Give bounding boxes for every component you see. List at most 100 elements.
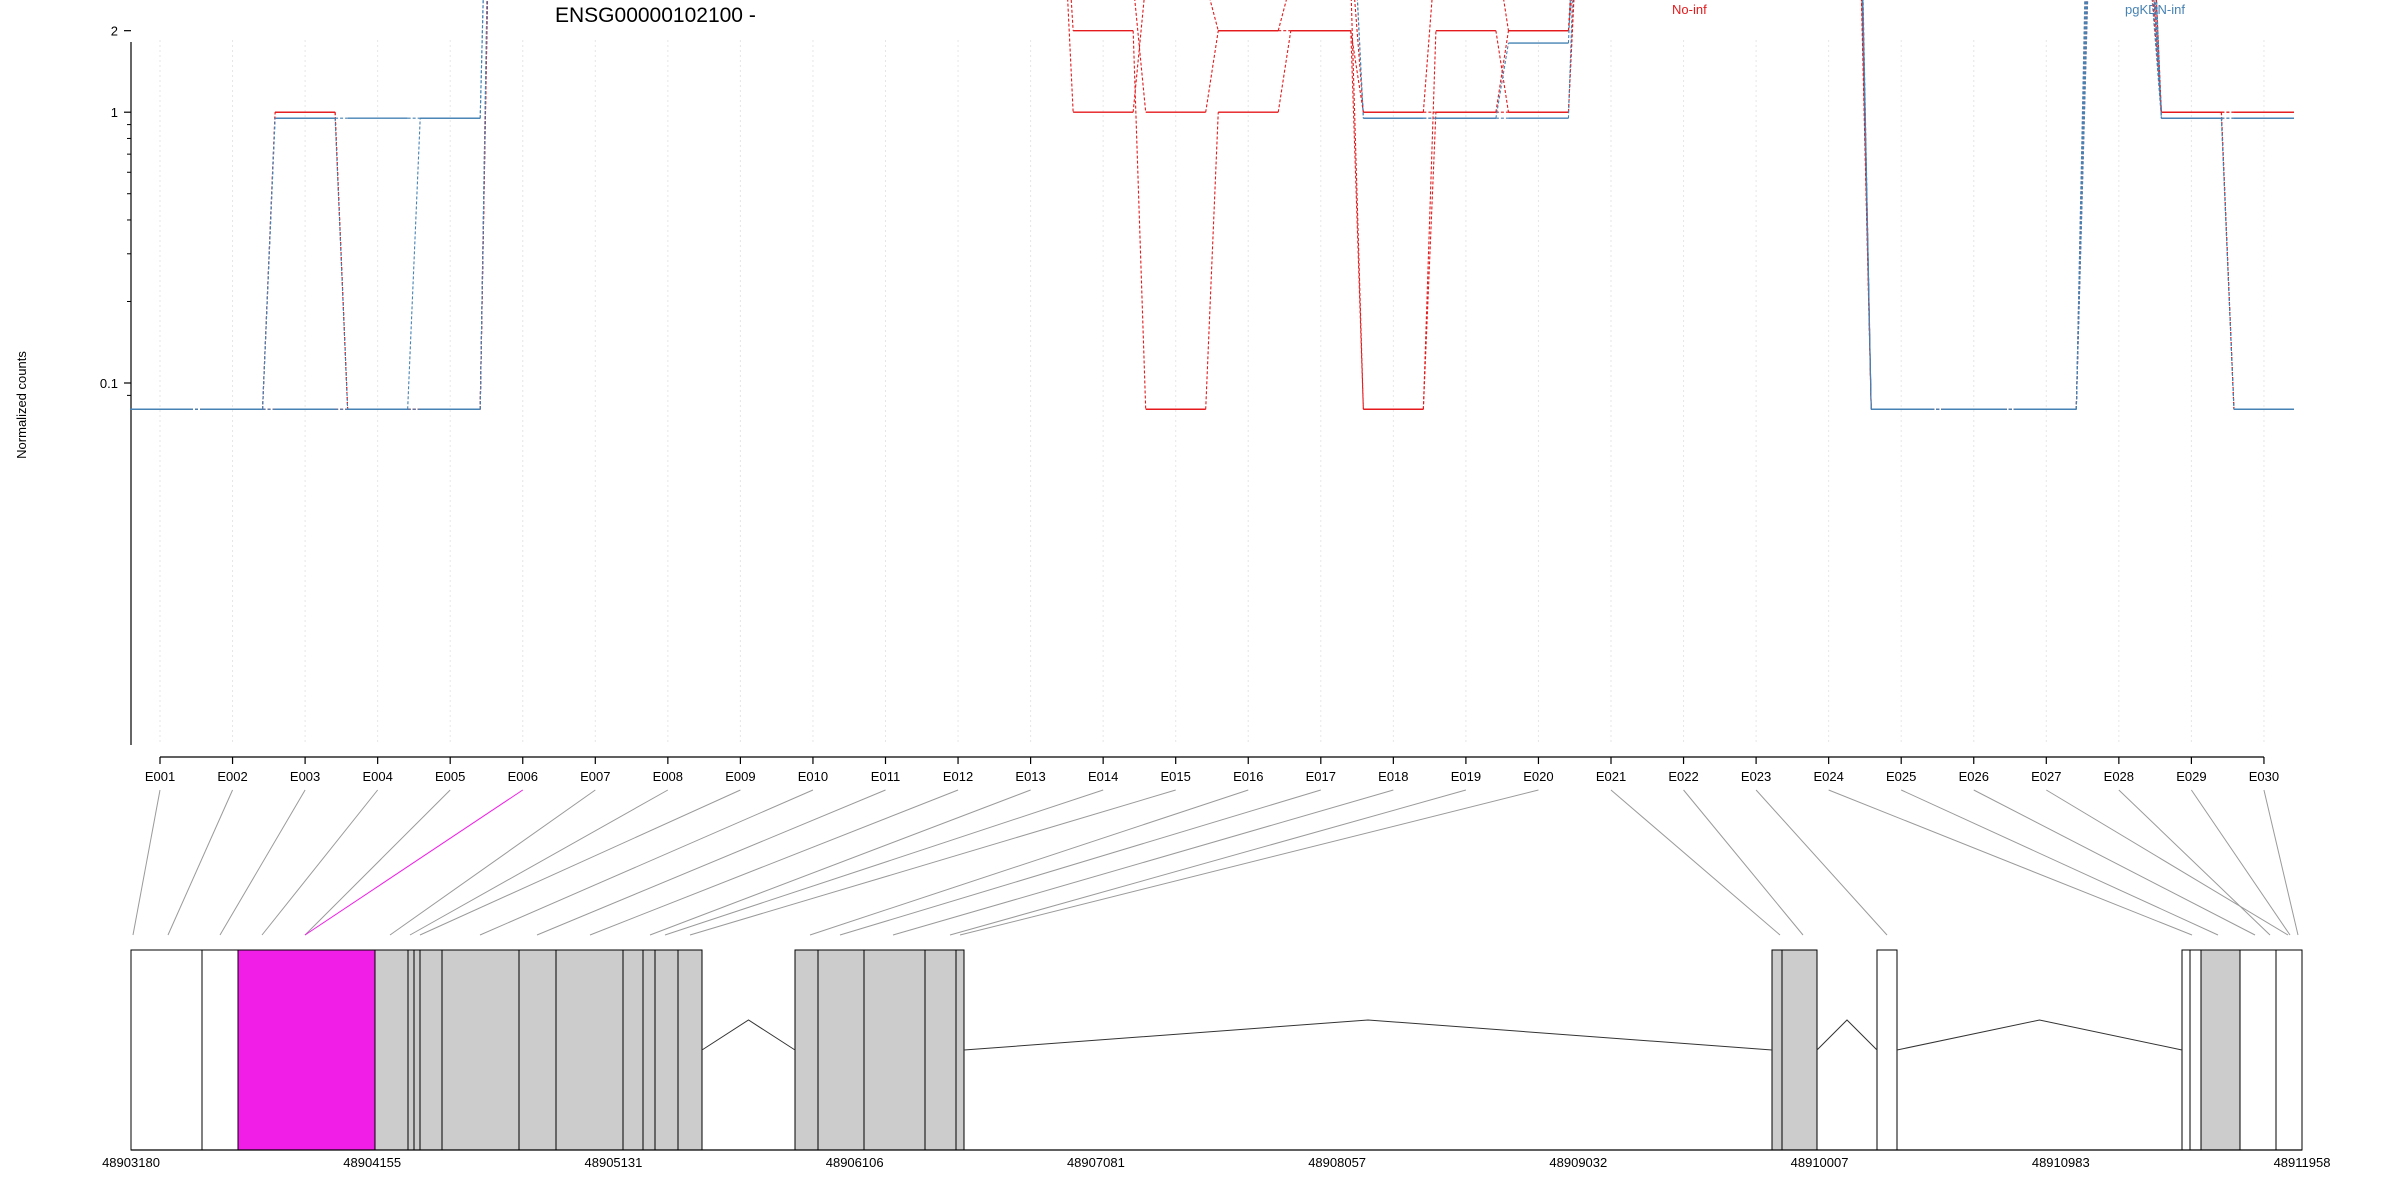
x-tick-label-E009: E009 <box>725 769 755 784</box>
data-connector <box>1861 0 1872 410</box>
x-tick-label-E001: E001 <box>145 769 175 784</box>
connector-E016 <box>809 789 1249 936</box>
series-1-sample-3 <box>130 0 2294 410</box>
x-tick-label-E014: E014 <box>1088 769 1118 784</box>
data-connector <box>1205 30 1219 113</box>
gene-exon <box>413 949 421 1151</box>
gene-exon <box>441 949 520 1151</box>
x-tick-label-E027: E027 <box>2031 769 2061 784</box>
data-connector <box>1567 0 1573 119</box>
gene-exon <box>1876 949 1898 1151</box>
x-tick-label-E011: E011 <box>871 769 900 784</box>
data-connector <box>2153 0 2162 119</box>
x-tick-label-E005: E005 <box>435 769 465 784</box>
gene-exon <box>2189 949 2202 1151</box>
connector-E009 <box>419 789 741 936</box>
y-tick-label: 1 <box>111 105 118 120</box>
x-tick-label-E029: E029 <box>2176 769 2206 784</box>
data-connector <box>1567 0 1572 31</box>
gene-exon <box>622 949 644 1151</box>
intron-line <box>701 1019 796 1051</box>
connector-E007 <box>389 789 596 936</box>
x-tick-label-E022: E022 <box>1668 769 1698 784</box>
gene-exon <box>2275 949 2303 1151</box>
data-connector <box>1495 30 1509 113</box>
data-connector <box>1567 0 1571 44</box>
genome-position-label: 48904155 <box>343 1155 401 1170</box>
data-connector <box>1422 30 1437 410</box>
data-connector <box>1132 0 1145 113</box>
series-lines <box>130 0 2294 410</box>
gene-exon <box>955 949 965 1151</box>
connector-E029 <box>2190 789 2291 936</box>
data-connector <box>1205 112 1219 410</box>
gene-exon <box>924 949 957 1151</box>
gene-exon <box>1771 949 1783 1151</box>
connector-E014 <box>664 789 1104 936</box>
connector-E008 <box>409 789 669 936</box>
gene-exon <box>794 949 819 1151</box>
y-tick-label: 0.1 <box>100 376 118 391</box>
x-tick-label-E020: E020 <box>1523 769 1553 784</box>
x-tick-label-E021: E021 <box>1596 769 1626 784</box>
x-tick-label-E003: E003 <box>290 769 320 784</box>
x-tick-label-E012: E012 <box>943 769 973 784</box>
gene-exon <box>817 949 865 1151</box>
x-tick-label-E007: E007 <box>580 769 610 784</box>
x-tick-label-E013: E013 <box>1015 769 1045 784</box>
exon-connectors <box>132 789 2299 936</box>
connector-E012 <box>589 789 959 936</box>
genome-position-label: 48907081 <box>1067 1155 1125 1170</box>
x-tick-label-E010: E010 <box>798 769 828 784</box>
series-0-sample-0 <box>130 0 2294 410</box>
gene-model <box>130 949 2303 1151</box>
connector-E020 <box>959 789 1539 936</box>
data-connector <box>2075 0 2089 410</box>
genome-position-label: 48908057 <box>1308 1155 1366 1170</box>
gene-exon <box>1781 949 1818 1151</box>
gene-exon <box>374 949 409 1151</box>
gene-exon-highlighted <box>237 949 376 1151</box>
connector-E010 <box>479 789 814 936</box>
x-tick-label-E017: E017 <box>1306 769 1336 784</box>
data-connector <box>1277 30 1292 113</box>
connector-E027 <box>2046 789 2289 936</box>
gene-exon <box>419 949 443 1151</box>
data-connector <box>479 0 484 119</box>
genome-position-label: 48905131 <box>585 1155 643 1170</box>
x-tick-label-E026: E026 <box>1959 769 1989 784</box>
x-tick-label-E025: E025 <box>1886 769 1916 784</box>
connector-E023 <box>1755 789 1888 936</box>
x-tick-label-E023: E023 <box>1741 769 1771 784</box>
gene-exon <box>863 949 926 1151</box>
data-connector <box>2155 0 2162 113</box>
data-connector <box>479 0 488 410</box>
x-tick-label-E002: E002 <box>217 769 247 784</box>
x-tick-label-E030: E030 <box>2249 769 2279 784</box>
x-tick-label-E006: E006 <box>508 769 538 784</box>
series-0-sample-2 <box>130 0 2294 410</box>
grid-lines <box>159 40 2265 745</box>
y-tick-label: 2 <box>111 24 118 39</box>
intron-line <box>1896 1019 2183 1051</box>
data-connector <box>1422 0 1433 113</box>
data-connector <box>1277 0 1287 31</box>
data-connector <box>1067 0 1074 113</box>
x-tick-label-E019: E019 <box>1451 769 1481 784</box>
data-connector <box>1495 42 1509 119</box>
y-axis-label: Normalized counts <box>14 351 29 459</box>
intron-line <box>1816 1019 1878 1051</box>
data-connector <box>1503 0 1509 31</box>
connector-E005 <box>304 789 451 936</box>
connector-E025 <box>1900 789 2219 936</box>
gene-exon <box>2200 949 2241 1151</box>
data-connector <box>1350 30 1364 410</box>
intron-line <box>963 1019 1773 1051</box>
x-tick-label-E015: E015 <box>1161 769 1191 784</box>
connector-E003 <box>219 789 306 936</box>
data-connector <box>1861 0 1872 410</box>
x-tick-label-E018: E018 <box>1378 769 1408 784</box>
x-tick-label-E016: E016 <box>1233 769 1263 784</box>
gene-exon <box>201 949 239 1151</box>
connector-E002 <box>167 789 234 936</box>
